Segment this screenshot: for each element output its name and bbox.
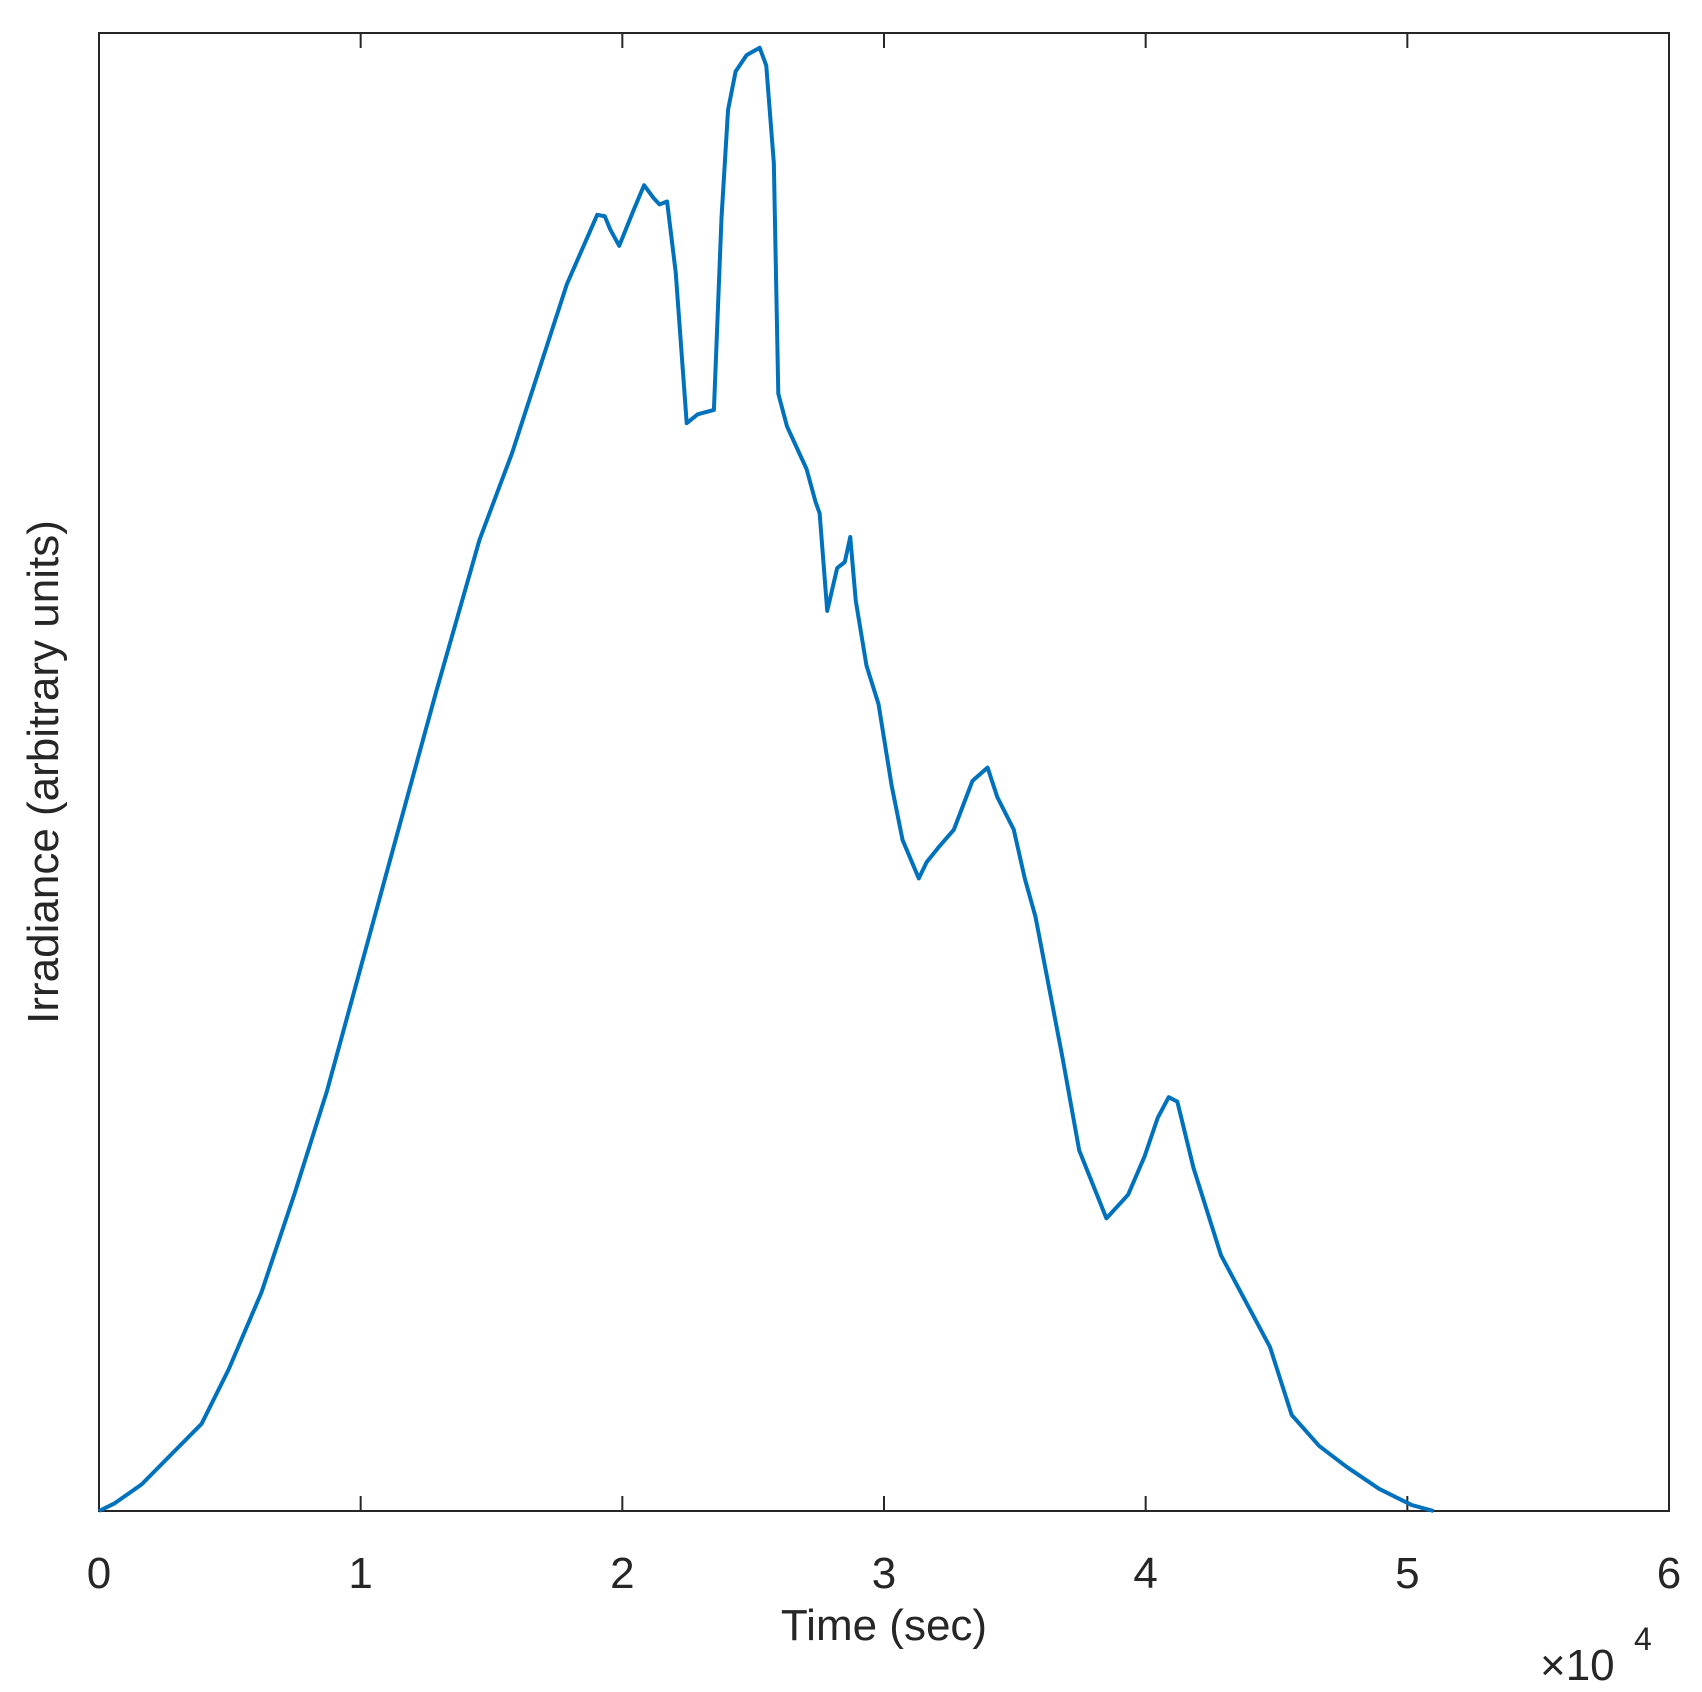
x-tick-label: 1 (348, 1549, 372, 1598)
x-tick-label: 0 (87, 1549, 111, 1598)
x-tick-label: 5 (1395, 1549, 1419, 1598)
x-tick-label: 3 (872, 1549, 896, 1598)
x-axis-label: Time (sec) (781, 1601, 987, 1650)
axes-box (98, 32, 1670, 1512)
x-tick-label: 6 (1657, 1549, 1681, 1598)
x-tick-label: 4 (1133, 1549, 1157, 1598)
x-tick-label: 2 (610, 1549, 634, 1598)
y-axis-label: Irradiance (arbitrary units) (19, 520, 68, 1024)
data-line (98, 45, 1435, 1513)
x-scale-exponent: 4 (1634, 1621, 1652, 1657)
x-scale-base: ×10 (1540, 1641, 1615, 1690)
